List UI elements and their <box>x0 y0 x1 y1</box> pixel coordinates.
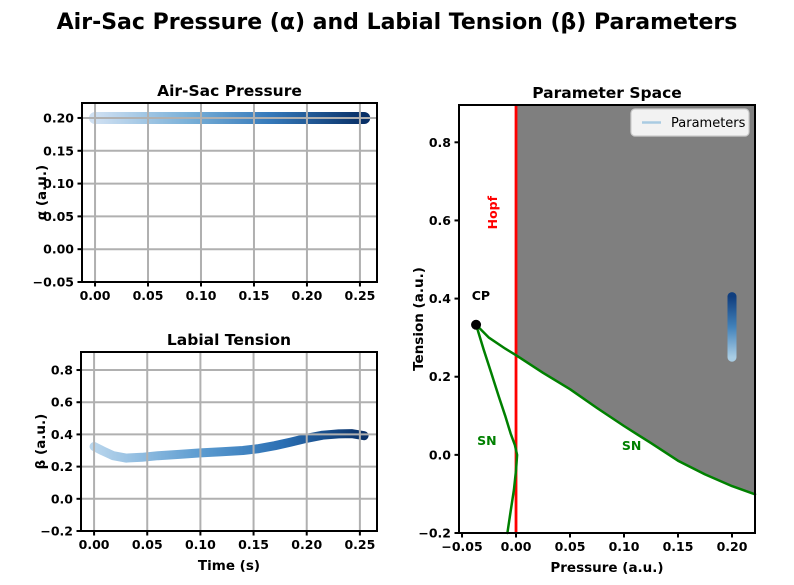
x-tick-label: 0.20 <box>717 539 748 554</box>
x-tick-label: 0.25 <box>344 537 375 552</box>
y-axis-label: β (a.u.) <box>33 414 49 470</box>
sn-curve-right-line <box>474 323 757 496</box>
x-tick-label: 0.05 <box>555 539 586 554</box>
sn-curve-left-line <box>474 323 519 535</box>
x-axis-label: Pressure (a.u.) <box>550 560 663 576</box>
y-tick-label: 0.6 <box>51 395 73 410</box>
y-tick-label: 0.6 <box>429 213 451 228</box>
x-tick-label: −0.05 <box>441 539 482 554</box>
y-tick-label: −0.2 <box>418 526 451 541</box>
x-tick-label: 0.00 <box>501 539 532 554</box>
x-tick-label: 0.10 <box>609 539 640 554</box>
annotation-cp: CP <box>472 288 490 303</box>
x-tick-label: 0.25 <box>345 288 376 303</box>
axes-spines <box>81 102 378 283</box>
y-tick-label: −0.2 <box>40 524 73 539</box>
labial-tension-chart: 0.00 0.05 0.10 0.15 0.20 0.25 −0.2 0.0 0.2 0.4 0.6… <box>33 331 378 574</box>
y-tick-label: 0.2 <box>429 369 451 384</box>
y-tick-label: 0.4 <box>429 291 451 306</box>
bistable-region <box>516 105 755 495</box>
x-tick-label: 0.15 <box>663 539 694 554</box>
x-tick-label: 0.10 <box>186 288 217 303</box>
x-tick-label: 0.05 <box>132 537 163 552</box>
y-tick-label: 0.8 <box>429 135 451 150</box>
y-tick-label: 0.00 <box>43 242 74 257</box>
legend: Parameters <box>630 108 750 137</box>
chart-title: Labial Tension <box>167 331 291 349</box>
annotation-sn: SN <box>477 433 496 448</box>
beta-trajectory-line <box>89 429 369 463</box>
y-tick-label: 0.2 <box>51 459 73 474</box>
legend-box <box>630 108 750 137</box>
cusp-point-marker <box>471 319 482 330</box>
x-tick-label: 0.20 <box>292 288 323 303</box>
y-tick-label: 0.05 <box>43 209 74 224</box>
y-tick-label: 0.0 <box>429 447 451 462</box>
annotation-hopf: Hopf <box>485 195 500 229</box>
y-axis-label: α (a.u.) <box>34 165 50 220</box>
x-tick-label: 0.00 <box>79 537 110 552</box>
annotation-sn: SN <box>622 438 641 453</box>
x-tick-label: 0.15 <box>239 288 270 303</box>
y-axis-label: Tension (a.u.) <box>411 267 427 371</box>
parameter-space-chart: −0.05 0.00 0.05 0.10 0.15 0.20 −0.2 0.0 0.2 0.4 0.… <box>411 84 757 576</box>
y-tick-label: 0.10 <box>43 176 74 191</box>
y-tick-label: 0.0 <box>51 491 73 506</box>
axes-spines <box>80 351 378 532</box>
x-tick-label: 0.20 <box>291 537 322 552</box>
figure-title: Air-Sac Pressure (α) and Labial Tension … <box>56 10 738 35</box>
y-tick-label: 0.4 <box>51 427 73 442</box>
x-axis-label: Time (s) <box>198 558 260 574</box>
y-tick-label: −0.05 <box>33 275 74 290</box>
chart-title: Air-Sac Pressure <box>157 82 302 100</box>
axes-spines <box>458 104 756 534</box>
x-tick-label: 0.10 <box>185 537 216 552</box>
x-tick-label: 0.05 <box>133 288 164 303</box>
chart-title: Parameter Space <box>532 84 682 102</box>
y-tick-label: 0.20 <box>43 110 74 125</box>
airsac-pressure-chart: 0.00 0.05 0.10 0.15 0.20 0.25 −0.05 0.00 0.05 0.1… <box>33 82 378 303</box>
y-tick-label: 0.8 <box>51 363 73 378</box>
legend-label: Parameters <box>671 116 746 131</box>
y-tick-label: 0.15 <box>43 143 74 158</box>
x-tick-label: 0.00 <box>80 288 111 303</box>
x-tick-label: 0.15 <box>238 537 269 552</box>
